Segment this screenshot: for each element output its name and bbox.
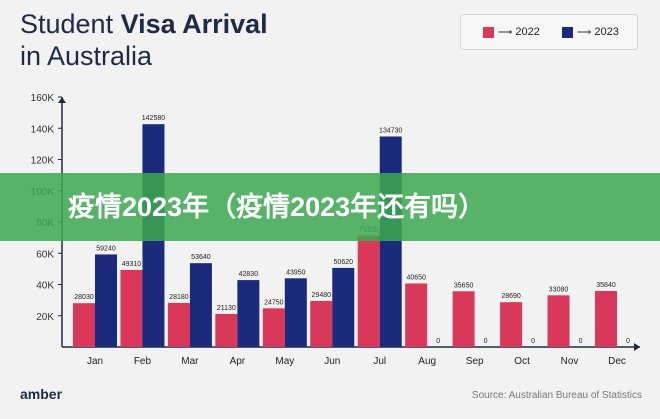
x-tick-label: Oct <box>514 356 530 367</box>
data-label-2023-Apr: 42830 <box>239 271 259 278</box>
y-tick-label: 20K <box>36 312 54 323</box>
x-axis-arrow-icon <box>634 343 640 351</box>
x-tick-label: Apr <box>230 356 246 367</box>
bar-2022-Mar <box>167 302 190 347</box>
data-label-2022-Apr: 21130 <box>217 305 236 312</box>
y-tick-label: 40K <box>36 281 54 292</box>
data-label-2022-Dec: 35840 <box>596 282 616 289</box>
title-regular: Student <box>20 9 121 39</box>
data-label-2023-Jan: 59240 <box>96 245 116 252</box>
legend-swatch-2023 <box>562 26 573 38</box>
bar-2023-Jul <box>379 136 402 347</box>
bar-2023-Jan <box>95 254 117 347</box>
bar-2023-Apr <box>237 280 260 347</box>
data-label-2023-Feb: 142580 <box>142 115 165 122</box>
legend-item-2023: ⟶ 2023 <box>562 24 619 40</box>
overlay-banner <box>0 173 660 241</box>
data-label-2023-Mar: 53640 <box>191 254 211 261</box>
y-tick-label: 120K <box>31 156 55 167</box>
title-bold: Visa Arrival <box>120 9 268 39</box>
data-label-2022-Oct: 28690 <box>501 293 521 300</box>
bar-2022-Jul <box>357 235 380 347</box>
bar-2022-Sep <box>452 291 475 347</box>
x-tick-label: Feb <box>134 356 152 367</box>
data-label-2022-Jan: 28030 <box>74 294 94 301</box>
bar-2022-Apr <box>215 313 238 347</box>
brand-logo: amber <box>20 386 63 402</box>
data-label-2023-Sep: 0 <box>484 338 488 345</box>
data-label-2022-Nov: 33080 <box>549 286 569 293</box>
bar-2022-Dec <box>595 291 617 347</box>
y-tick-label: 140K <box>31 124 55 135</box>
data-label-2022-Aug: 40650 <box>406 274 426 281</box>
x-tick-label: Nov <box>561 356 579 367</box>
bar-2023-Mar <box>189 263 212 347</box>
legend: ⟶ 2022 ⟶ 2023 <box>460 14 638 50</box>
legend-label-2023: 2023 <box>594 26 619 38</box>
title-line2: in Australia <box>20 41 153 71</box>
chart-title: Student Visa Arrival in Australia <box>20 8 268 72</box>
data-label-2023-Nov: 0 <box>579 338 583 345</box>
y-axis-arrow-icon <box>58 97 66 103</box>
source-note: Source: Australian Bureau of Statistics <box>471 390 642 401</box>
x-tick-label: Mar <box>181 356 199 367</box>
bar-2022-Nov <box>547 295 570 347</box>
legend-arrow-icon: ⟶ <box>498 26 513 38</box>
x-tick-label: Jun <box>324 356 340 367</box>
legend-item-2022: ⟶ 2022 <box>483 24 540 40</box>
x-tick-label: Jan <box>87 356 103 367</box>
banner-text: 疫情2023年（疫情2023年还有吗） <box>68 192 486 222</box>
data-label-2023-Oct: 0 <box>531 338 535 345</box>
data-label-2023-Dec: 0 <box>626 338 630 345</box>
bar-2022-Jan <box>73 303 95 347</box>
x-tick-label: Aug <box>418 356 436 367</box>
bar-2022-May <box>262 308 285 347</box>
bar-2023-May <box>284 278 307 347</box>
legend-label-2022: 2022 <box>515 26 540 38</box>
bar-2022-Jun <box>310 300 333 347</box>
data-label-2023-May: 43950 <box>286 269 306 276</box>
legend-swatch-2022 <box>483 26 494 38</box>
bar-2022-Aug <box>405 283 428 347</box>
data-label-2022-Mar: 28180 <box>169 294 189 301</box>
data-label-2023-Jun: 50620 <box>334 259 354 266</box>
y-tick-label: 160K <box>31 93 55 104</box>
legend-arrow-icon: ⟶ <box>577 26 592 38</box>
x-tick-label: Sep <box>466 356 484 367</box>
x-tick-label: May <box>275 356 294 367</box>
data-label-2022-Feb: 49310 <box>122 261 142 268</box>
bar-2023-Jun <box>332 267 355 347</box>
data-label-2022-Sep: 35650 <box>454 282 474 289</box>
bar-2022-Oct <box>500 302 523 347</box>
data-label-2023-Jul: 134730 <box>379 127 402 134</box>
x-tick-label: Dec <box>608 356 626 367</box>
data-label-2023-Aug: 0 <box>436 338 440 345</box>
data-label-2022-May: 24750 <box>264 299 284 306</box>
y-tick-label: 60K <box>36 249 54 260</box>
data-label-2022-Jun: 29480 <box>312 292 332 299</box>
x-tick-label: Jul <box>373 356 386 367</box>
bar-2022-Feb <box>120 269 143 347</box>
